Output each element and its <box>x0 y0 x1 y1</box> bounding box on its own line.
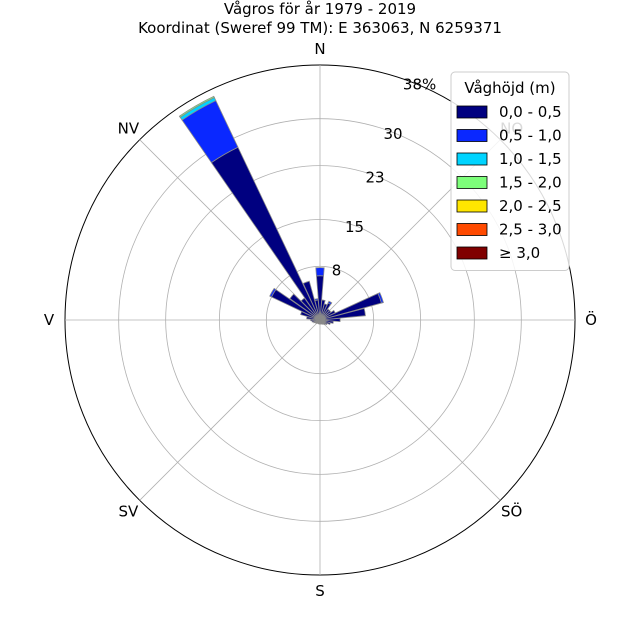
rose-sector <box>315 267 325 277</box>
legend-entry: 1,5 - 2,0 <box>499 174 562 192</box>
direction-label: V <box>44 311 55 329</box>
ring-label: 15 <box>345 218 364 236</box>
rose-sector <box>319 317 341 323</box>
rose-sector <box>327 300 333 306</box>
grid-spoke <box>319 319 501 501</box>
legend-entry: ≥ 3,0 <box>499 244 540 262</box>
legend: Våghöjd (m) 0,0 - 0,5 0,5 - 1,0 1,0 - 1,5 1,… <box>450 71 570 271</box>
direction-label: N <box>314 40 325 58</box>
legend-swatch <box>456 199 488 213</box>
rose-sectors <box>178 95 384 326</box>
legend-swatch <box>456 105 488 119</box>
legend-swatch <box>456 129 488 142</box>
rose-sector <box>377 292 384 304</box>
grid-spoke <box>139 139 321 321</box>
ring-label: 38% <box>403 75 436 93</box>
rose-sector <box>289 293 321 321</box>
legend-entry: 2,5 - 3,0 <box>499 221 562 239</box>
ring-label: 8 <box>332 261 342 279</box>
legend-swatch <box>456 246 488 260</box>
chart-subtitle: Koordinat (Sweref 99 TM): E 363063, N 62… <box>138 19 502 37</box>
legend-title: Våghöjd (m) <box>464 79 555 97</box>
direction-label: SV <box>118 503 139 521</box>
legend-swatch <box>456 176 488 189</box>
ring-label: 23 <box>366 168 385 186</box>
chart-title: Vågros för år 1979 - 2019 <box>223 0 417 18</box>
legend-box <box>450 71 570 271</box>
rose-sector <box>319 308 366 321</box>
legend-entry: 2,0 - 2,5 <box>499 197 562 215</box>
direction-label: Ö <box>585 310 597 329</box>
rose-sector <box>314 298 319 302</box>
direction-label: S <box>315 582 325 600</box>
legend-swatch <box>456 223 488 236</box>
rose-sector <box>178 95 215 118</box>
legend-swatch <box>456 152 488 166</box>
direction-label: SÖ <box>501 502 522 521</box>
direction-label: NV <box>118 119 140 137</box>
legend-entry: 0,0 - 0,5 <box>499 103 562 121</box>
legend-entry: 1,0 - 1,5 <box>499 150 562 168</box>
ring-label: 30 <box>383 125 402 143</box>
rose-sector <box>269 287 277 298</box>
rose-sector <box>302 280 321 321</box>
rose-sector <box>210 146 321 321</box>
grid-spoke <box>139 319 321 501</box>
legend-entry: 0,5 - 1,0 <box>499 127 562 145</box>
